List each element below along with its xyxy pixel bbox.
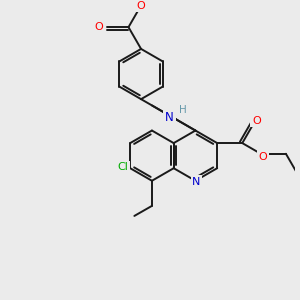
Text: N: N	[165, 111, 174, 124]
Text: H: H	[179, 105, 187, 116]
Text: N: N	[192, 177, 201, 187]
Text: O: O	[94, 22, 103, 32]
Text: O: O	[137, 1, 146, 11]
Text: Cl: Cl	[117, 162, 128, 172]
Text: O: O	[252, 116, 261, 126]
Text: O: O	[258, 152, 267, 162]
